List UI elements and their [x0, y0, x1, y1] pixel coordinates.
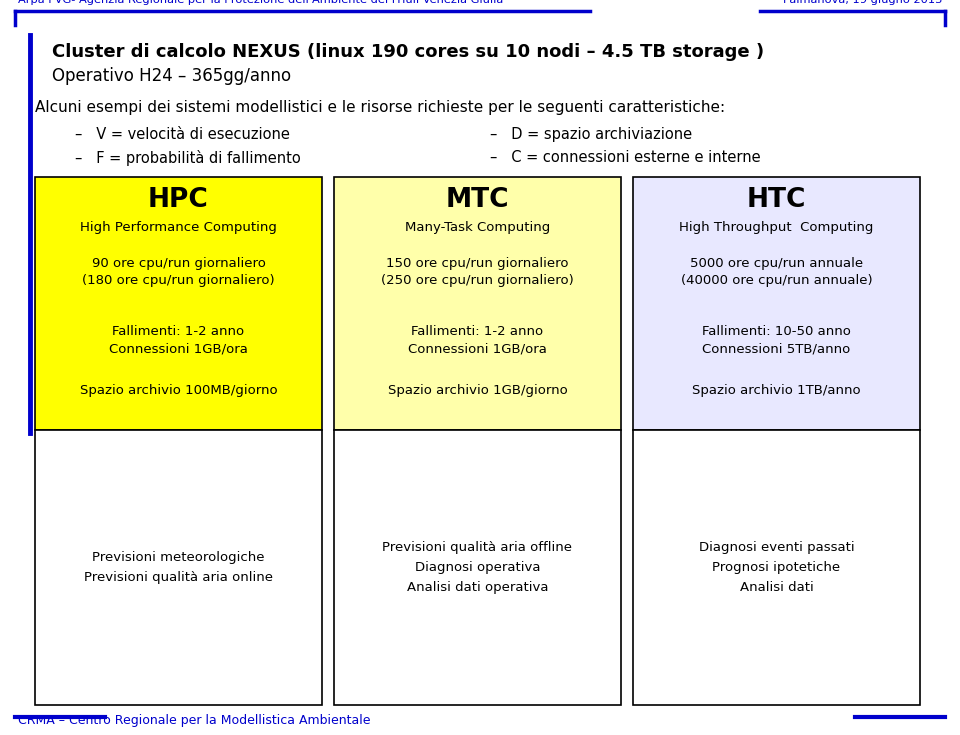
Text: Spazio archivio 1GB/giorno: Spazio archivio 1GB/giorno	[388, 384, 567, 397]
Text: Fallimenti: 1-2 anno
Connessioni 1GB/ora: Fallimenti: 1-2 anno Connessioni 1GB/ora	[408, 325, 547, 355]
Text: –   V = velocità di esecuzione: – V = velocità di esecuzione	[75, 127, 290, 142]
Text: Fallimenti: 10-50 anno
Connessioni 5TB/anno: Fallimenti: 10-50 anno Connessioni 5TB/a…	[702, 325, 851, 355]
Text: 5000 ore cpu/run annuale
(40000 ore cpu/run annuale): 5000 ore cpu/run annuale (40000 ore cpu/…	[681, 257, 873, 287]
Text: 150 ore cpu/run giornaliero
(250 ore cpu/run giornaliero): 150 ore cpu/run giornaliero (250 ore cpu…	[381, 257, 574, 287]
Text: HTC: HTC	[747, 187, 806, 213]
Text: Analisi dati operativa: Analisi dati operativa	[407, 581, 548, 594]
Text: Many-Task Computing: Many-Task Computing	[405, 221, 550, 234]
Text: Fallimenti: 1-2 anno
Connessioni 1GB/ora: Fallimenti: 1-2 anno Connessioni 1GB/ora	[109, 325, 248, 355]
Text: Diagnosi operativa: Diagnosi operativa	[415, 561, 540, 574]
Text: Previsioni qualità aria online: Previsioni qualità aria online	[84, 571, 273, 584]
Bar	[35, 177, 322, 430]
Text: Spazio archivio 100MB/giorno: Spazio archivio 100MB/giorno	[80, 384, 277, 397]
Text: –   C = connessioni esterne e interne: – C = connessioni esterne e interne	[490, 150, 760, 165]
Text: Analisi dati: Analisi dati	[739, 581, 813, 594]
Text: Palmanova, 19 giugno 2013: Palmanova, 19 giugno 2013	[782, 0, 942, 5]
Text: High Performance Computing: High Performance Computing	[80, 221, 276, 234]
Bar	[633, 177, 920, 430]
Text: Diagnosi eventi passati: Diagnosi eventi passati	[699, 541, 854, 554]
Text: High Throughput  Computing: High Throughput Computing	[680, 221, 874, 234]
Text: Previsioni qualità aria offline: Previsioni qualità aria offline	[382, 541, 572, 554]
Text: Cluster di calcolo NEXUS (linux 190 cores su 10 nodi – 4.5 TB storage ): Cluster di calcolo NEXUS (linux 190 core…	[52, 43, 764, 61]
Bar	[334, 430, 621, 705]
Text: Alcuni esempi dei sistemi modellistici e le risorse richieste per le seguenti ca: Alcuni esempi dei sistemi modellistici e…	[35, 100, 725, 115]
Bar	[633, 430, 920, 705]
Text: –   D = spazio archiviazione: – D = spazio archiviazione	[490, 127, 692, 142]
Bar	[35, 430, 322, 705]
Text: Previsioni meteorologiche: Previsioni meteorologiche	[92, 551, 265, 564]
Text: Prognosi ipotetiche: Prognosi ipotetiche	[712, 561, 841, 574]
Bar	[334, 177, 621, 430]
Text: Arpa FVG- Agenzia Regionale per la Protezione dell'Ambiente del Friuli Venezia G: Arpa FVG- Agenzia Regionale per la Prote…	[18, 0, 503, 5]
Text: HPC: HPC	[148, 187, 209, 213]
Text: –   F = probabilità di fallimento: – F = probabilità di fallimento	[75, 150, 300, 166]
Text: Spazio archivio 1TB/anno: Spazio archivio 1TB/anno	[692, 384, 861, 397]
Text: Operativo H24 – 365gg/anno: Operativo H24 – 365gg/anno	[52, 67, 291, 85]
Text: 90 ore cpu/run giornaliero
(180 ore cpu/run giornaliero): 90 ore cpu/run giornaliero (180 ore cpu/…	[83, 257, 275, 287]
Text: MTC: MTC	[445, 187, 509, 213]
Text: CRMA – Centro Regionale per la Modellistica Ambientale: CRMA – Centro Regionale per la Modellist…	[18, 714, 371, 727]
